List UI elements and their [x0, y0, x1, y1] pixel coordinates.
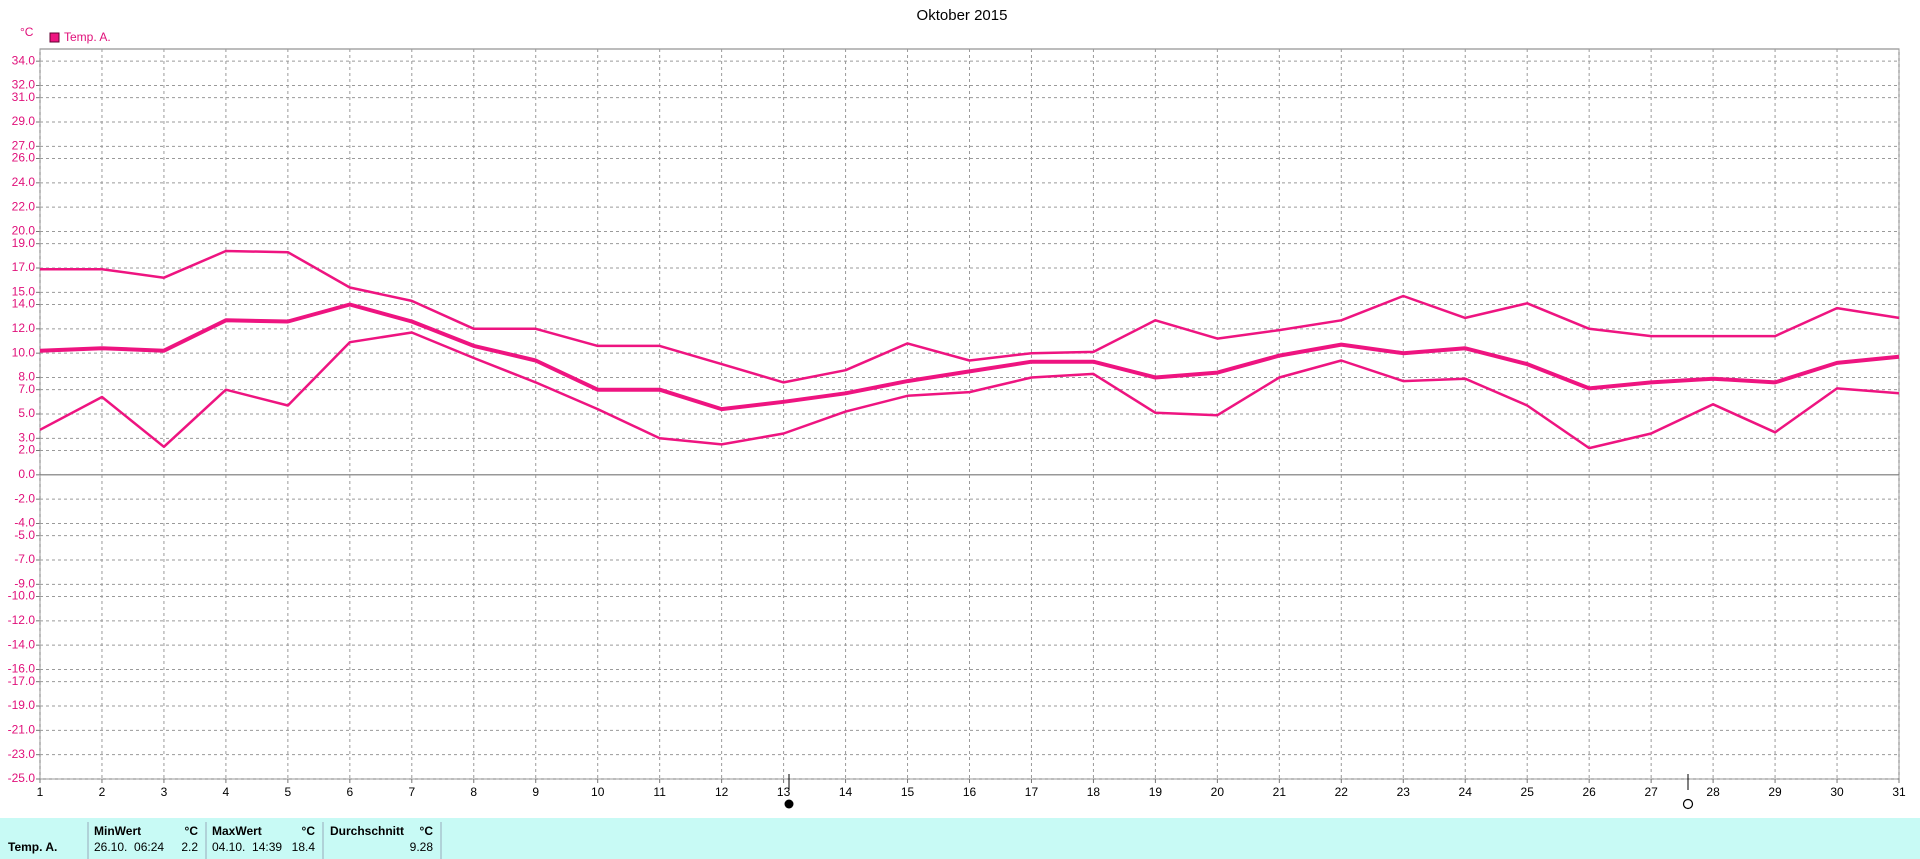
summary-band: [0, 818, 1920, 859]
min-time: 26.10. 06:24: [94, 840, 164, 854]
min-header: MinWert: [94, 824, 141, 838]
y-tick-label: 7.0: [18, 382, 35, 396]
y-tick-label: 0.0: [18, 467, 35, 481]
x-tick-label: 15: [901, 785, 915, 799]
series-line: [39, 302, 1900, 412]
y-tick-label: -7.0: [14, 552, 35, 566]
summary-table: Temp. A. MinWert °C 26.10. 06:24 2.2 Max…: [0, 818, 1920, 859]
y-tick-label: 24.0: [12, 175, 36, 189]
x-tick-label: 6: [346, 785, 353, 799]
x-tick-label: 4: [223, 785, 230, 799]
x-tick-label: 20: [1211, 785, 1225, 799]
cursor-marker: [784, 799, 794, 809]
series-line: [40, 249, 1900, 384]
y-tick-label: 15.0: [12, 285, 36, 299]
x-tick-label: 12: [715, 785, 729, 799]
y-tick-label: 34.0: [12, 53, 36, 67]
y-tick-label: -23.0: [8, 747, 36, 761]
mean-value: 9.28: [410, 840, 434, 854]
y-tick-label: 20.0: [12, 224, 36, 238]
x-tick-label: 25: [1521, 785, 1535, 799]
x-tick-label: 18: [1087, 785, 1101, 799]
y-tick-label: 10.0: [12, 345, 36, 359]
x-tick-label: 17: [1025, 785, 1039, 799]
y-tick-label: 26.0: [12, 151, 36, 165]
plot-area: 34.032.031.029.027.026.024.022.020.019.0…: [8, 48, 1906, 799]
x-tick-label: 30: [1830, 785, 1844, 799]
y-tick-label: -10.0: [8, 589, 36, 603]
y-tick-label: -5.0: [14, 528, 35, 542]
y-tick-label: 31.0: [12, 90, 36, 104]
y-tick-label: -25.0: [8, 771, 36, 785]
x-tick-label: 11: [653, 785, 666, 799]
y-tick-label: -19.0: [8, 698, 36, 712]
x-tick-label: 1: [37, 785, 44, 799]
y-tick-label: 17.0: [12, 260, 36, 274]
x-tick-label: 8: [470, 785, 477, 799]
y-tick-label: 29.0: [12, 114, 36, 128]
max-unit: °C: [302, 824, 316, 838]
y-tick-label: 32.0: [12, 78, 36, 92]
max-header: MaxWert: [212, 824, 262, 838]
x-tick-label: 14: [839, 785, 853, 799]
x-tick-label: 24: [1459, 785, 1473, 799]
series-line: [39, 331, 1900, 450]
x-tick-label: 13: [777, 785, 791, 799]
y-tick-label: -17.0: [8, 674, 36, 688]
x-tick-label: 27: [1644, 785, 1658, 799]
y-tick-label: -14.0: [8, 637, 36, 651]
x-tick-label: 21: [1273, 785, 1287, 799]
y-tick-label: -16.0: [8, 662, 36, 676]
x-tick-label: 16: [963, 785, 977, 799]
x-tick-label: 9: [532, 785, 539, 799]
x-tick-label: 31: [1892, 785, 1906, 799]
y-tick-label: 19.0: [12, 236, 36, 250]
y-tick-label: 2.0: [18, 443, 35, 457]
x-tick-label: 22: [1335, 785, 1349, 799]
y-tick-label: 14.0: [12, 297, 36, 311]
y-tick-label: -21.0: [8, 723, 36, 737]
y-tick-label: 22.0: [12, 199, 36, 213]
mean-header: Durchschnitt: [330, 824, 404, 838]
mean-unit: °C: [420, 824, 434, 838]
y-unit: °C: [20, 25, 34, 39]
y-tick-label: 5.0: [18, 406, 35, 420]
x-tick-label: 10: [591, 785, 605, 799]
max-time: 04.10. 14:39: [212, 840, 282, 854]
chart-title: Oktober 2015: [917, 7, 1008, 24]
x-tick-label: 7: [408, 785, 415, 799]
x-tick-label: 26: [1582, 785, 1596, 799]
y-tick-label: 8.0: [18, 370, 35, 384]
min-value: 2.2: [181, 840, 198, 854]
y-tick-label: -4.0: [14, 516, 35, 530]
x-tick-label: 2: [99, 785, 106, 799]
x-tick-label: 28: [1706, 785, 1720, 799]
x-tick-label: 5: [285, 785, 292, 799]
y-tick-label: -9.0: [14, 577, 35, 591]
y-tick-label: 3.0: [18, 431, 35, 445]
cursor-marker: [1682, 798, 1694, 810]
row-label: Temp. A.: [8, 840, 57, 854]
legend-label: Temp. A.: [64, 30, 111, 44]
x-tick-label: 29: [1768, 785, 1782, 799]
x-tick-label: 3: [161, 785, 168, 799]
x-tick-label: 19: [1149, 785, 1163, 799]
x-tick-label: 23: [1397, 785, 1411, 799]
y-tick-label: 27.0: [12, 139, 36, 153]
max-value: 18.4: [292, 840, 316, 854]
y-tick-label: -2.0: [14, 491, 35, 505]
y-tick-label: 12.0: [12, 321, 36, 335]
y-tick-label: -12.0: [8, 613, 36, 627]
legend-swatch: [49, 32, 60, 43]
min-unit: °C: [185, 824, 199, 838]
